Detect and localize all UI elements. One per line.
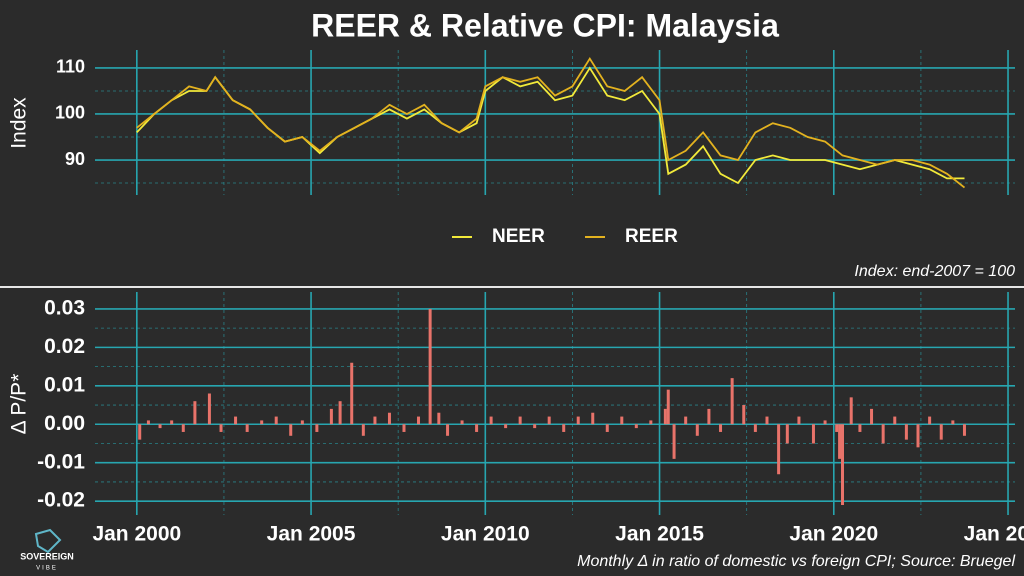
bar bbox=[437, 412, 441, 425]
bar bbox=[823, 420, 827, 425]
bar bbox=[181, 424, 185, 432]
bar bbox=[460, 420, 464, 425]
logo-name: SOVEREIGN bbox=[20, 551, 74, 561]
bar bbox=[838, 424, 842, 459]
x-tick-label: Jan 2005 bbox=[267, 523, 356, 546]
bar bbox=[634, 424, 638, 429]
bar bbox=[870, 408, 874, 425]
y-tick-label: 100 bbox=[55, 103, 85, 123]
y-tick-label: 0.03 bbox=[44, 296, 85, 319]
y-axis-label: Δ P/P* bbox=[8, 374, 31, 435]
bar bbox=[951, 420, 955, 425]
line-series bbox=[136, 57, 966, 189]
bar bbox=[158, 424, 162, 429]
bar bbox=[373, 416, 377, 425]
bar bbox=[841, 424, 844, 506]
y-tick-label: 0.02 bbox=[44, 335, 85, 358]
note: Monthly Δ in ratio of domestic vs foreig… bbox=[577, 553, 1015, 570]
bar bbox=[858, 424, 862, 432]
logo-icon bbox=[34, 528, 62, 554]
bar bbox=[274, 416, 278, 425]
bar bbox=[730, 378, 734, 425]
bar bbox=[219, 424, 223, 432]
bar bbox=[576, 416, 580, 425]
bar bbox=[849, 397, 853, 425]
x-tick-label: Jan 2015 bbox=[615, 523, 704, 546]
bar bbox=[620, 416, 624, 425]
bar bbox=[350, 362, 354, 425]
bar bbox=[649, 420, 653, 425]
bar bbox=[666, 389, 670, 425]
bar bbox=[962, 424, 966, 436]
x-tick-label: Jan 2020 bbox=[789, 523, 878, 546]
bar bbox=[289, 424, 293, 436]
bar bbox=[207, 393, 211, 425]
bar bbox=[797, 416, 801, 425]
bar bbox=[446, 424, 450, 436]
logo: SOVEREIGN VIBE bbox=[20, 528, 74, 572]
bar bbox=[719, 424, 723, 432]
bar bbox=[387, 412, 391, 425]
bar bbox=[663, 408, 667, 425]
x-tick-label: Jan 2000 bbox=[92, 523, 181, 546]
bar bbox=[245, 424, 249, 432]
y-axis-label: Index bbox=[8, 97, 31, 149]
bar bbox=[893, 416, 897, 425]
bar bbox=[785, 424, 789, 444]
note: Index: end-2007 = 100 bbox=[854, 263, 1015, 280]
bar bbox=[928, 416, 932, 425]
bar bbox=[605, 424, 609, 432]
bar bbox=[138, 424, 142, 440]
bar bbox=[684, 416, 688, 425]
logo-tag: VIBE bbox=[36, 566, 58, 572]
bar bbox=[777, 424, 781, 475]
bar bbox=[939, 424, 943, 440]
bar bbox=[193, 401, 197, 425]
bar bbox=[904, 424, 908, 440]
bar bbox=[234, 416, 238, 425]
bar bbox=[417, 416, 421, 425]
bar bbox=[811, 424, 815, 444]
x-tick-label: Jan 2025 bbox=[964, 523, 1024, 546]
y-tick-label: -0.01 bbox=[37, 450, 85, 473]
bar bbox=[562, 424, 566, 432]
chart-title: REER & Relative CPI: Malaysia bbox=[311, 7, 779, 43]
legend-label: NEER bbox=[492, 226, 545, 247]
y-tick-label: -0.02 bbox=[37, 489, 85, 512]
bar bbox=[402, 424, 406, 432]
bar bbox=[753, 424, 757, 432]
bar bbox=[547, 416, 551, 425]
y-tick-label: 90 bbox=[65, 149, 85, 169]
bar bbox=[338, 401, 342, 425]
bar bbox=[881, 424, 885, 444]
bar bbox=[765, 416, 769, 425]
bar bbox=[329, 408, 333, 425]
bar bbox=[300, 420, 304, 425]
bar bbox=[695, 424, 699, 436]
bar bbox=[916, 424, 920, 448]
bar bbox=[475, 424, 479, 432]
bar bbox=[707, 408, 711, 425]
x-tick-label: Jan 2010 bbox=[441, 523, 530, 546]
bar bbox=[533, 424, 537, 429]
bar bbox=[428, 308, 432, 425]
bar bbox=[260, 420, 264, 425]
bar bbox=[504, 424, 508, 429]
bar bbox=[489, 416, 493, 425]
bar bbox=[361, 424, 365, 436]
bar bbox=[742, 405, 746, 425]
bar bbox=[170, 420, 174, 425]
bar bbox=[672, 424, 676, 459]
legend-label: REER bbox=[625, 226, 678, 247]
y-tick-label: 110 bbox=[56, 57, 85, 77]
bar bbox=[591, 412, 595, 425]
bar bbox=[518, 416, 522, 425]
bar bbox=[315, 424, 319, 432]
y-tick-label: 0.01 bbox=[44, 373, 85, 396]
bar bbox=[835, 424, 839, 432]
y-tick-label: 0.00 bbox=[44, 412, 85, 435]
bar bbox=[146, 420, 150, 425]
